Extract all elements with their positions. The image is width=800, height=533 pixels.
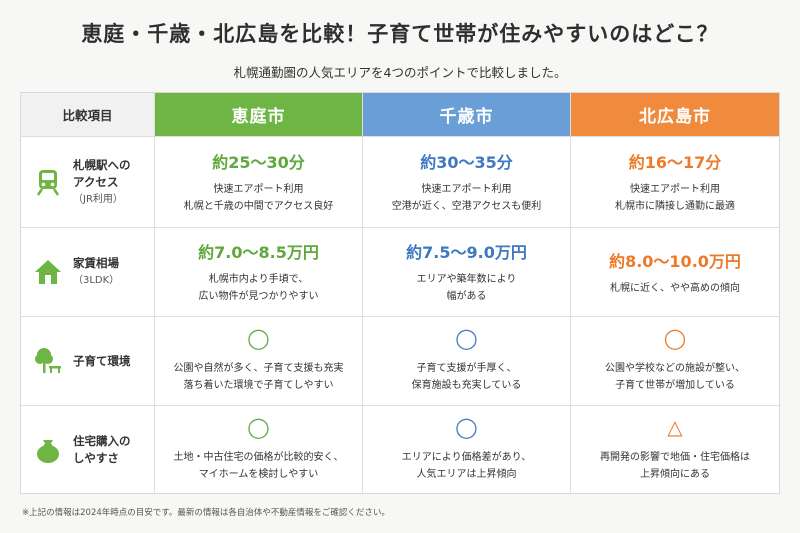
item-cell-rent: 家賃相場 （3LDK）: [21, 228, 155, 316]
desc1-purchase-chitose: エリアにより価格差があり、: [401, 452, 532, 463]
cell-childcare-kitahiroshima: ◯ 公園や学校などの施設が整い、 子育て世帯が増加している: [571, 317, 779, 405]
cell-rent-eniwa: 約7.0～8.5万円 札幌市内より手頃で、 広い物件が見つかりやすい: [155, 228, 363, 316]
mark-purchase-kitahiroshima: △: [667, 415, 683, 439]
cell-access-eniwa: 約25～30分 快速エアポート利用 札幌と千歳の中間でアクセス良好: [155, 137, 363, 227]
desc1-purchase-eniwa: 土地・中古住宅の価格が比較的安く、: [173, 452, 344, 463]
value-rent-eniwa: 約7.0～8.5万円: [198, 243, 319, 262]
table-row-purchase: 住宅購入の しやすさ ◯ 土地・中古住宅の価格が比較的安く、 マイホームを検討し…: [21, 406, 779, 494]
cell-rent-kitahiroshima: 約8.0～10.0万円 札幌に近く、やや高めの傾向: [571, 228, 779, 316]
desc2-access-eniwa: 札幌と千歳の中間でアクセス良好: [183, 201, 334, 212]
cell-purchase-chitose: ◯ エリアにより価格差があり、 人気エリアは上昇傾向: [363, 406, 571, 494]
header-eniwa: 恵庭市: [155, 93, 363, 136]
mark-purchase-eniwa: ◯: [247, 415, 270, 439]
train-icon: [36, 170, 60, 196]
desc2-purchase-kitahiroshima: 上昇傾向にある: [640, 469, 710, 480]
item-label-purchase-1: 住宅購入の: [73, 434, 131, 448]
desc2-access-kitahiroshima: 札幌市に隣接し通勤に最適: [615, 201, 735, 212]
item-label-childcare: 子育て環境: [73, 353, 131, 368]
desc2-rent-chitose: 幅がある: [446, 291, 487, 302]
desc1-access-kitahiroshima: 快速エアポート利用: [630, 184, 720, 195]
desc2-rent-eniwa: 広い物件が見つかりやすい: [198, 291, 319, 302]
desc1-childcare-kitahiroshima: 公園や学校などの施設が整い、: [605, 363, 745, 374]
table-row-access: 札幌駅への アクセス （JR利用） 約25～30分 快速エアポート利用 札幌と千…: [21, 137, 779, 227]
mark-childcare-eniwa: ◯: [247, 326, 270, 350]
park-tree-bench-icon: [35, 348, 61, 373]
item-label-rent: 家賃相場: [73, 256, 119, 270]
page-title: 恵庭・千歳・北広島を比較！子育て世帯が住みやすいのはどこ？: [81, 22, 719, 46]
desc1-rent-chitose: エリアや築年数により: [416, 274, 517, 285]
cell-childcare-eniwa: ◯ 公園や自然が多く、子育て支援も充実 落ち着いた環境で子育てしやすい: [155, 317, 363, 405]
house-icon: [35, 260, 61, 284]
header-label-cell: 比較項目: [21, 93, 155, 136]
header-kitahiroshima: 北広島市: [571, 93, 779, 136]
mark-childcare-chitose: ◯: [455, 326, 478, 350]
item-cell-access: 札幌駅への アクセス （JR利用）: [21, 137, 155, 227]
desc1-childcare-eniwa: 公園や自然が多く、子育て支援も充実: [173, 363, 344, 374]
desc1-rent-kitahiroshima: 札幌に近く、やや高めの傾向: [610, 282, 740, 294]
cell-childcare-chitose: ◯ 子育て支援が手厚く、 保育施設も充実している: [363, 317, 571, 405]
desc2-purchase-eniwa: マイホームを検討しやすい: [198, 469, 319, 480]
mark-purchase-chitose: ◯: [455, 415, 478, 439]
footnote: ※上記の情報は2024年時点の目安です。最新の情報は各自治体や不動産情報をご確認…: [22, 508, 390, 518]
desc2-access-chitose: 空港が近く、空港アクセスも便利: [391, 201, 542, 212]
desc1-purchase-kitahiroshima: 再開発の影響で地価・住宅価格は: [600, 452, 750, 463]
table-row-childcare: 子育て環境 ◯ 公園や自然が多く、子育て支援も充実 落ち着いた環境で子育てしやす…: [21, 317, 779, 405]
desc1-rent-eniwa: 札幌市内より手頃で、: [208, 274, 309, 285]
page-subtitle: 札幌通勤圏の人気エリアを4つのポイントで比較しました。: [233, 65, 567, 80]
desc2-childcare-kitahiroshima: 子育て世帯が増加している: [615, 380, 735, 391]
comparison-table: 比較項目 恵庭市 千歳市 北広島市 札幌駅への アクセス （JR利用） 約25～…: [20, 92, 780, 494]
table-row-rent: 家賃相場 （3LDK） 約7.0～8.5万円 札幌市内より手頃で、 広い物件が見…: [21, 228, 779, 316]
cell-access-chitose: 約30～35分 快速エアポート利用 空港が近く、空港アクセスも便利: [363, 137, 571, 227]
value-access-kitahiroshima: 約16～17分: [628, 153, 722, 172]
item-cell-purchase: 住宅購入の しやすさ: [21, 406, 155, 494]
desc1-access-eniwa: 快速エアポート利用: [213, 184, 304, 195]
table-header-row: 比較項目 恵庭市 千歳市 北広島市: [21, 93, 779, 136]
cell-rent-chitose: 約7.5～9.0万円 エリアや築年数により 幅がある: [363, 228, 571, 316]
cell-access-kitahiroshima: 約16～17分 快速エアポート利用 札幌市に隣接し通勤に最適: [571, 137, 779, 227]
item-note-rent: （3LDK）: [73, 275, 120, 286]
value-rent-kitahiroshima: 約8.0～10.0万円: [609, 251, 741, 271]
item-cell-childcare: 子育て環境: [21, 317, 155, 405]
item-label-access-2: アクセス: [73, 174, 119, 189]
item-label-access-1: 札幌駅への: [73, 157, 131, 172]
value-access-chitose: 約30～35分: [420, 153, 513, 172]
mark-childcare-kitahiroshima: ◯: [663, 326, 687, 350]
desc1-access-chitose: 快速エアポート利用: [421, 184, 512, 195]
value-access-eniwa: 約25～30分: [212, 153, 305, 172]
value-rent-chitose: 約7.5～9.0万円: [406, 243, 527, 262]
cell-purchase-kitahiroshima: △ 再開発の影響で地価・住宅価格は 上昇傾向にある: [571, 406, 779, 494]
desc2-childcare-chitose: 保育施設も充実している: [411, 380, 522, 391]
desc1-childcare-chitose: 子育て支援が手厚く、: [416, 363, 517, 374]
header-chitose: 千歳市: [363, 93, 571, 136]
item-note-access: （JR利用）: [73, 193, 123, 205]
money-bag-icon: [37, 440, 59, 463]
desc2-purchase-chitose: 人気エリアは上昇傾向: [416, 469, 517, 480]
cell-purchase-eniwa: ◯ 土地・中古住宅の価格が比較的安く、 マイホームを検討しやすい: [155, 406, 363, 494]
desc2-childcare-eniwa: 落ち着いた環境で子育てしやすい: [183, 380, 334, 391]
item-label-purchase-2: しやすさ: [73, 451, 119, 465]
